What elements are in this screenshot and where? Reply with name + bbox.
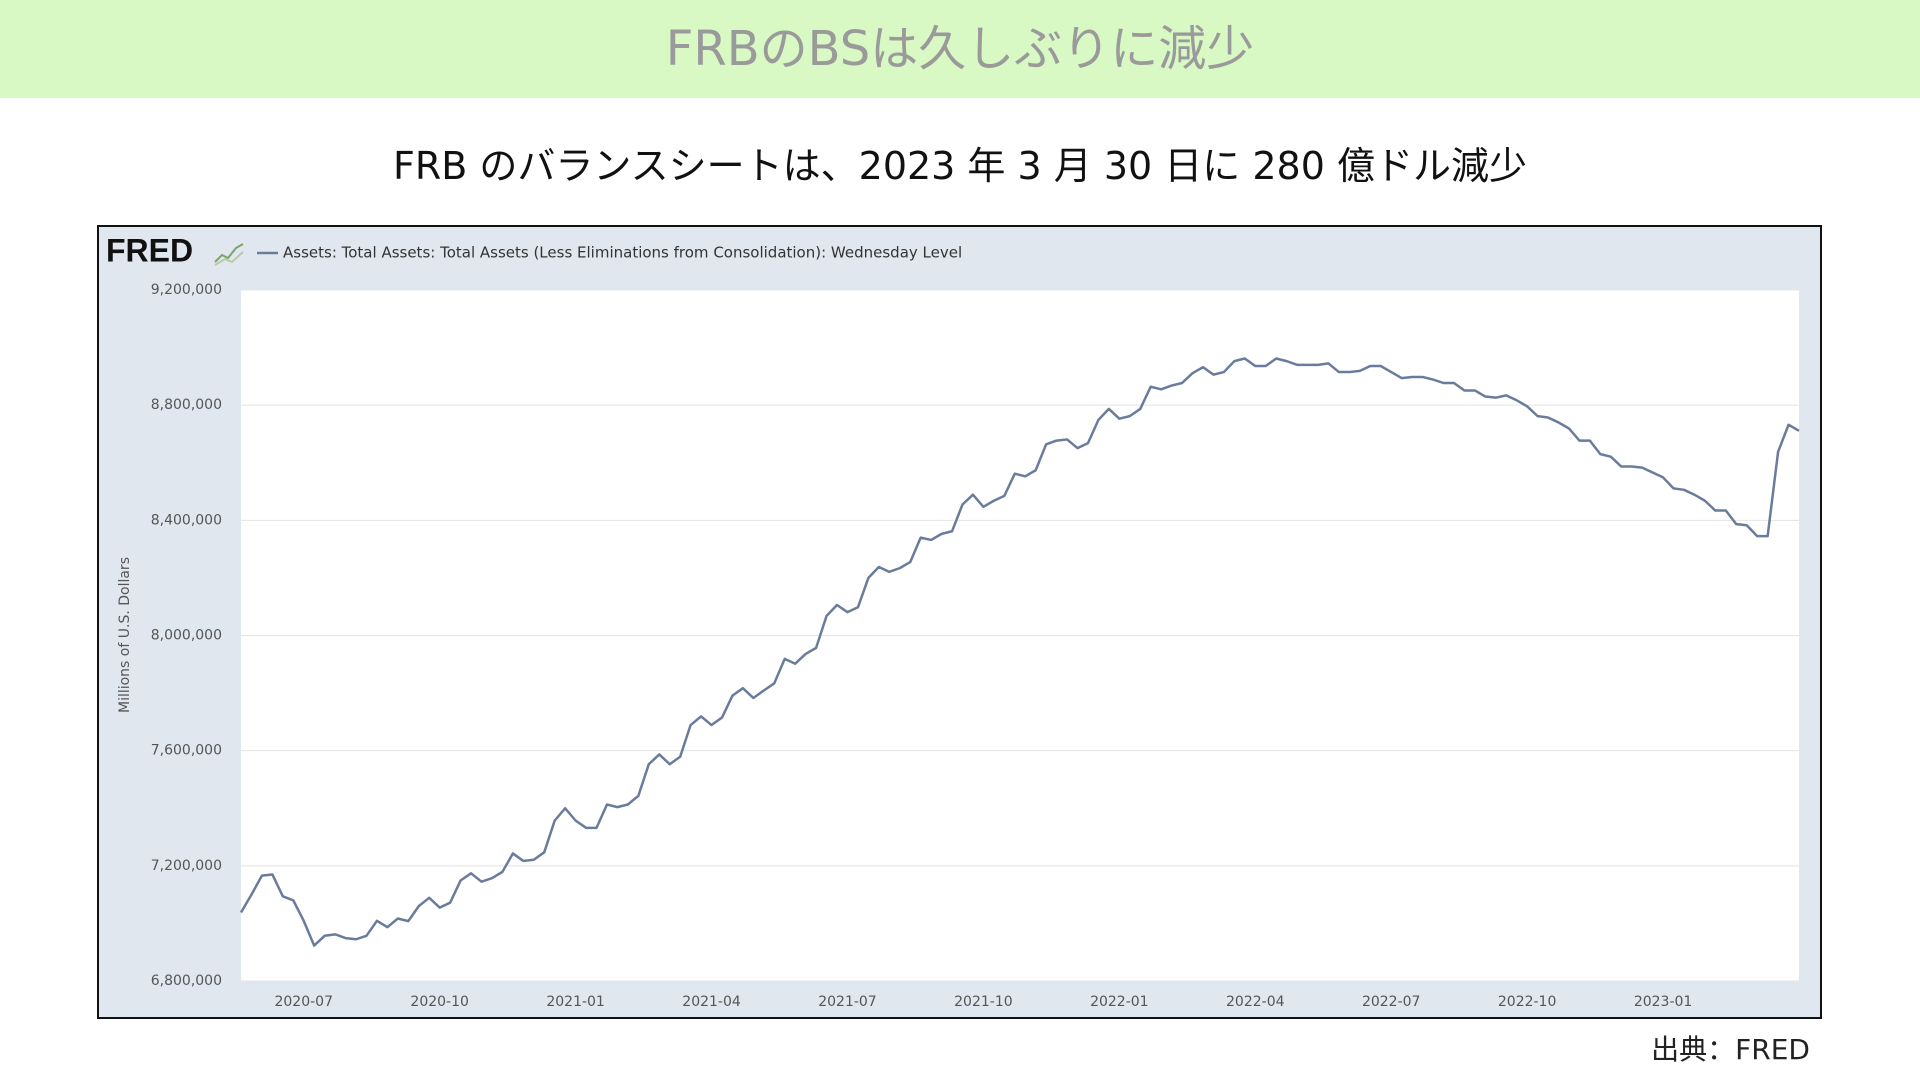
x-tick-label: 2020-07 xyxy=(274,994,333,1010)
y-tick-label: 9,200,000 xyxy=(151,282,222,298)
y-axis-label: Millions of U.S. Dollars xyxy=(117,557,133,713)
x-tick-label: 2020-10 xyxy=(410,994,469,1010)
logo: FRED xyxy=(106,232,193,268)
header-band: FRBのBSは久しぶりに減少 xyxy=(0,0,1920,98)
y-tick-label: 7,600,000 xyxy=(151,743,222,759)
x-tick-label: 2021-04 xyxy=(682,994,741,1010)
y-tick-label: 6,800,000 xyxy=(151,973,222,989)
x-tick-label: 2022-04 xyxy=(1226,994,1285,1010)
y-tick-label: 8,400,000 xyxy=(151,512,222,528)
legend-label: Assets: Total Assets: Total Assets (Less… xyxy=(283,244,962,262)
x-tick-label: 2021-01 xyxy=(546,994,605,1010)
y-tick-label: 8,800,000 xyxy=(151,397,222,413)
y-tick-label: 7,200,000 xyxy=(151,858,222,874)
x-tick-label: 2022-07 xyxy=(1362,994,1421,1010)
x-tick-label: 2022-01 xyxy=(1090,994,1149,1010)
page-title: FRBのBSは久しぶりに減少 xyxy=(665,21,1255,77)
logo-icon xyxy=(214,243,244,266)
data-line xyxy=(239,357,1800,947)
x-tick-label: 2022-10 xyxy=(1498,994,1557,1010)
subtitle: FRB のバランスシートは、2023 年 3 月 30 日に 280 億ドル減少 xyxy=(393,144,1527,188)
x-tick-label: 2023-01 xyxy=(1634,994,1693,1010)
x-tick-label: 2021-10 xyxy=(954,994,1013,1010)
x-tick-label: 2021-07 xyxy=(818,994,877,1010)
source: 出典：FRED xyxy=(1651,1033,1810,1066)
y-tick-label: 8,000,000 xyxy=(151,628,222,644)
